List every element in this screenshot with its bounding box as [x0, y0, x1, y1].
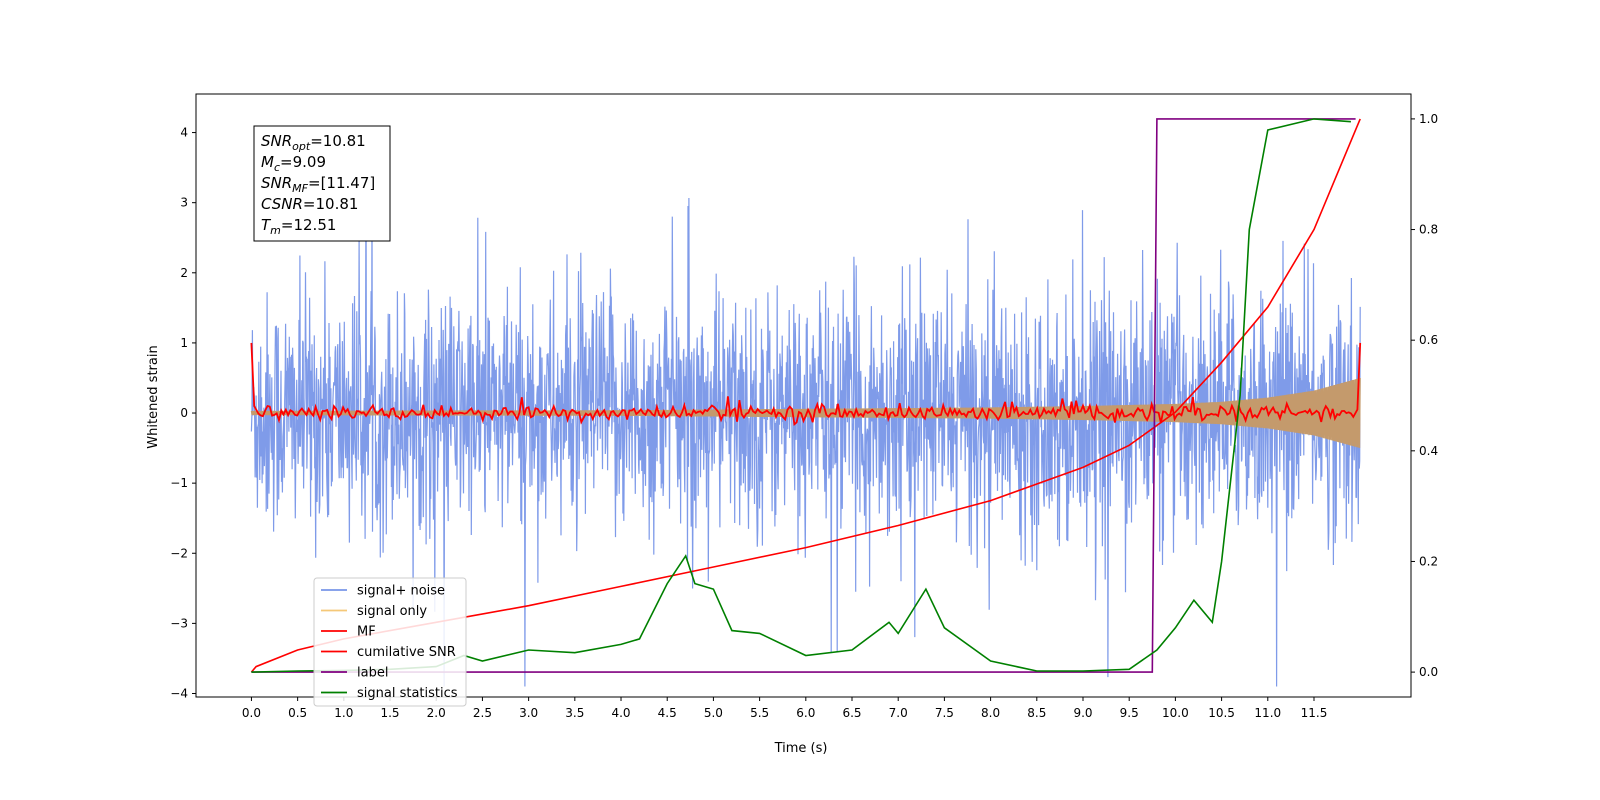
axes [195, 93, 1412, 698]
series-label [251, 118, 1356, 673]
y-left-tick-label: −3 [170, 616, 188, 630]
series-mf [250, 342, 1362, 427]
x-tick-label: 9.5 [1120, 706, 1139, 720]
y-right-tick-label: 1.0 [1419, 112, 1438, 126]
y-left-tick-label: 0 [180, 406, 188, 420]
x-tick-label: 3.5 [565, 706, 584, 720]
series-signal-statistics [251, 118, 1351, 673]
y-right-tick-label: 0.4 [1419, 444, 1438, 458]
y-left-tick-label: 3 [180, 196, 188, 210]
annotation-line: SNRopt=10.81 [261, 132, 366, 153]
legend-label: label [357, 666, 388, 681]
x-tick-label: 4.5 [658, 706, 677, 720]
x-tick-label: 10.5 [1208, 706, 1235, 720]
x-tick-label: 1.5 [380, 706, 399, 720]
x-tick-label: 2.0 [427, 706, 446, 720]
annotation-line: Mc=9.09 [261, 153, 326, 174]
y-right-tick-label: 0.2 [1419, 554, 1438, 568]
x-tick-label: 7.5 [935, 706, 954, 720]
legend-label: MF [357, 625, 376, 640]
y-left-tick-label: −4 [170, 686, 188, 700]
legend-label: signal statistics [357, 686, 458, 701]
y-right-tick-label: 0.8 [1419, 223, 1438, 237]
legend: signal+ noise signal only MF cumilative SNR… [313, 577, 467, 707]
ticks: 0.0 0.5 1.0 1.5 2.0 2.5 3.0 3.5 4.0 4.5 5.0 5.5 6.0 6… [170, 112, 1438, 720]
y-left-tick-label: −2 [170, 546, 188, 560]
x-axis-label: Time (s) [774, 741, 828, 756]
annotation-line: SNRMF=[11.47] [261, 174, 375, 195]
axes-frame [195, 93, 1412, 698]
y-right-tick-label: 0.0 [1419, 665, 1438, 679]
x-tick-label: 3.0 [519, 706, 538, 720]
legend-label: signal only [357, 604, 427, 619]
annotation-box-frame [253, 125, 391, 242]
x-tick-label: 11.5 [1301, 706, 1328, 720]
x-tick-label: 6.5 [842, 706, 861, 720]
y-left-tick-label: 2 [180, 266, 188, 280]
legend-frame [313, 577, 467, 707]
x-tick-label: 8.5 [1027, 706, 1046, 720]
x-tick-label: 1.0 [334, 706, 353, 720]
annotation-box: SNRopt=10.81Mc=9.09SNRMF=[11.47]CSNR=10.… [253, 125, 391, 242]
y-right-tick-label: 0.6 [1419, 333, 1438, 347]
x-tick-label: 9.0 [1073, 706, 1092, 720]
x-tick-label: 10.0 [1162, 706, 1189, 720]
y-left-tick-label: −1 [170, 476, 188, 490]
legend-label: cumilative SNR [357, 645, 456, 660]
x-tick-label: 2.5 [473, 706, 492, 720]
annotation-line: Tm=12.51 [261, 216, 336, 237]
legend-label: signal+ noise [357, 584, 445, 599]
y-left-tick-label: 1 [180, 336, 188, 350]
series-signal-only [250, 377, 1361, 448]
x-tick-label: 4.0 [611, 706, 630, 720]
x-tick-label: 5.0 [704, 706, 723, 720]
x-tick-label: 8.0 [981, 706, 1000, 720]
x-tick-label: 5.5 [750, 706, 769, 720]
annotation-line: CSNR=10.81 [261, 195, 358, 213]
y-left-tick-label: 4 [180, 126, 188, 140]
series-signal-noise [250, 144, 1361, 687]
x-tick-label: 11.0 [1254, 706, 1281, 720]
x-tick-label: 0.0 [242, 706, 261, 720]
x-tick-label: 7.0 [889, 706, 908, 720]
x-tick-label: 6.0 [796, 706, 815, 720]
x-tick-label: 0.5 [288, 706, 307, 720]
y-axis-label: Whitened strain [146, 345, 161, 448]
